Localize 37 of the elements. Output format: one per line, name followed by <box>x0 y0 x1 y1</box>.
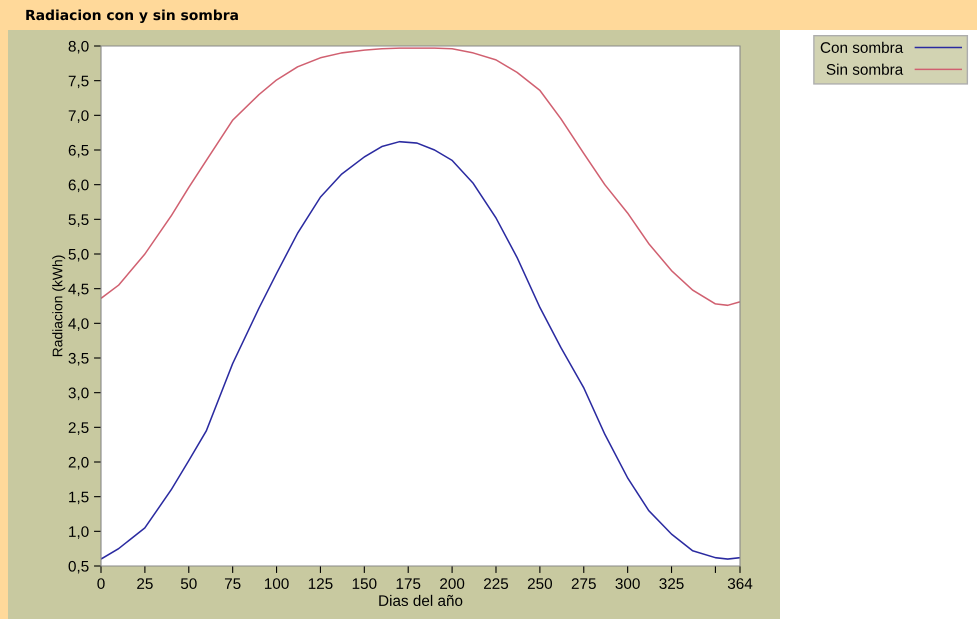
y-tick-label: 8,0 <box>68 40 89 54</box>
chart-title: Radiacion con y sin sombra <box>26 9 238 23</box>
y-tick-label: 4,0 <box>68 318 89 331</box>
y-tick-label: 7,0 <box>68 110 89 123</box>
x-tick-label: 300 <box>615 578 640 590</box>
x-tick-label: 325 <box>659 578 684 590</box>
x-tick-label: 225 <box>484 578 508 590</box>
x-axis-title: Dias del año <box>379 594 462 606</box>
x-tick-label: 125 <box>308 578 333 590</box>
x-tick-label: 364 <box>728 578 752 590</box>
x-tick-label: 0 <box>97 578 105 590</box>
y-axis-title: Radiacion (kWh) <box>52 256 66 356</box>
y-tick-label: 5,0 <box>68 248 89 262</box>
y-tick-label: 4,5 <box>68 284 89 296</box>
x-tick-label: 75 <box>224 578 241 590</box>
legend-label: Sin sombra <box>826 64 904 75</box>
x-tick-label: 250 <box>528 578 552 590</box>
x-tick-label: 25 <box>137 578 153 590</box>
x-tick-label: 200 <box>440 578 464 590</box>
y-tick-label: 6,0 <box>68 180 89 192</box>
y-tick-label: 2,5 <box>68 422 89 435</box>
y-tick-label: 0,5 <box>68 560 89 574</box>
y-tick-label: 2,0 <box>68 456 89 470</box>
y-tick-label: 6,5 <box>68 144 89 158</box>
x-tick-label: 150 <box>352 578 376 590</box>
x-tick-label: 50 <box>180 578 197 590</box>
y-tick-label: 7,5 <box>68 76 89 88</box>
x-tick-label: 100 <box>264 578 289 590</box>
legend-label: Con sombra <box>820 42 904 53</box>
y-tick-label: 3,5 <box>68 352 89 366</box>
line-series <box>101 140 740 560</box>
y-tick-label: 5,5 <box>68 214 89 227</box>
y-tick-label: 1,0 <box>69 526 89 539</box>
y-tick-label: 3,0 <box>68 388 89 400</box>
x-tick-label: 175 <box>396 578 420 590</box>
x-tick-label: 275 <box>572 578 596 590</box>
y-tick-label: 1,5 <box>69 492 89 504</box>
